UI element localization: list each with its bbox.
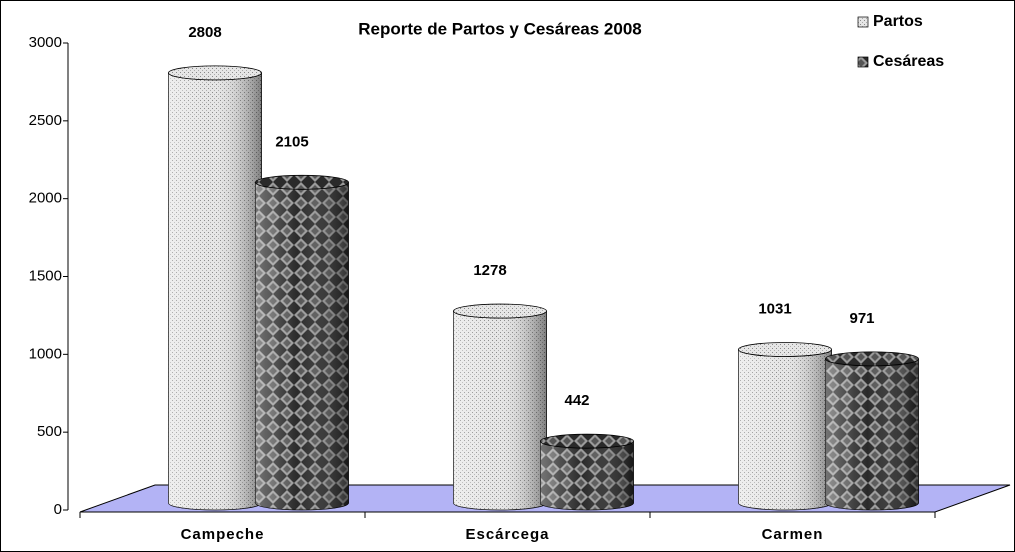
x-tick-label: Carmen <box>762 526 824 543</box>
chart-title: Reporte de Partos y Cesáreas 2008 <box>358 19 642 38</box>
bar <box>255 174 349 511</box>
bar <box>825 351 919 511</box>
bar-top <box>540 433 634 449</box>
legend-label: Partos <box>873 13 923 30</box>
bar <box>540 433 634 511</box>
bar-top <box>255 174 349 190</box>
data-label: 2105 <box>275 133 308 150</box>
legend-label: Cesáreas <box>873 53 944 70</box>
y-tick-label: 3000 <box>29 34 62 51</box>
x-tick-label: Escárcega <box>465 526 549 543</box>
data-label: 971 <box>849 310 874 327</box>
y-tick-label: 2500 <box>29 112 62 129</box>
legend-swatch <box>857 16 869 28</box>
y-tick-label: 1500 <box>29 267 62 284</box>
bar-top <box>453 303 547 319</box>
bar-shade <box>168 72 262 511</box>
x-tick-label: Campeche <box>181 526 265 543</box>
bar-shade <box>540 441 634 511</box>
bar <box>738 342 832 511</box>
bar-top <box>825 351 919 367</box>
bar-shade <box>255 182 349 511</box>
legend-swatch <box>857 56 869 68</box>
data-label: 442 <box>564 392 589 409</box>
bar <box>168 65 262 511</box>
bar-top <box>168 65 262 81</box>
data-label: 1278 <box>473 262 506 279</box>
data-label: 2808 <box>188 24 221 41</box>
bar-top <box>738 342 832 357</box>
y-tick-label: 0 <box>54 501 62 518</box>
bar-shade <box>738 349 832 510</box>
y-tick-label: 1000 <box>29 345 62 362</box>
y-tick-label: 2000 <box>29 190 62 207</box>
bar <box>453 303 547 511</box>
bar-shade <box>825 358 919 511</box>
bar-shade <box>453 311 547 511</box>
data-label: 1031 <box>758 300 791 317</box>
y-tick-label: 500 <box>37 423 62 440</box>
